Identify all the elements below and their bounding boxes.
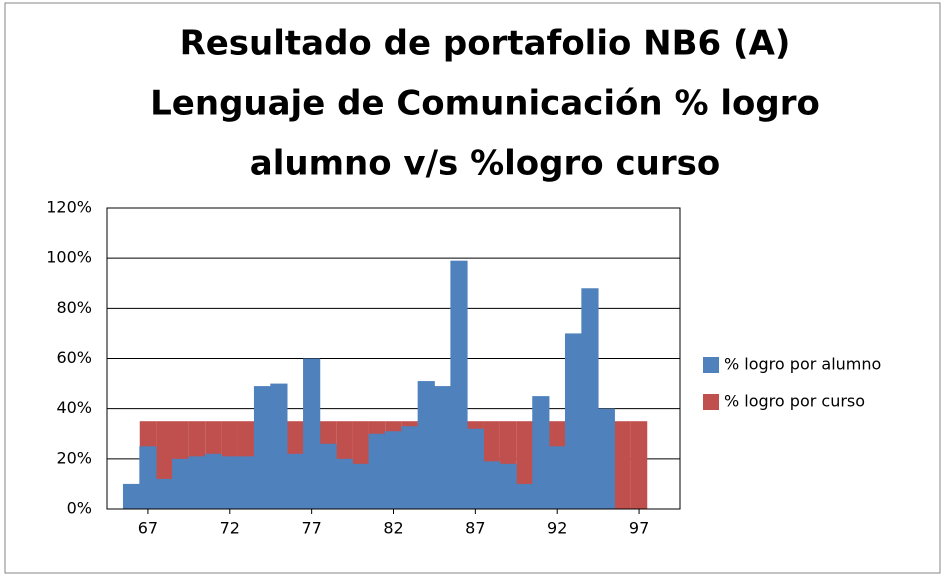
bar: [450, 260, 468, 509]
bar: [434, 386, 452, 509]
legend-swatch: [703, 357, 719, 373]
y-tick-label: 40%: [56, 398, 92, 417]
x-tick-label: 97: [629, 519, 649, 538]
bar: [466, 428, 484, 509]
axes: 0% 20% 40% 60% 80% 100% 120% 67 72 77 82 87 92 97: [46, 198, 649, 538]
x-tick-label: 92: [547, 519, 567, 538]
bars: [122, 260, 648, 509]
bar: [417, 381, 435, 509]
legend-label: % logro por alumno: [724, 355, 881, 374]
bar: [532, 396, 550, 509]
y-tick-label: 120%: [46, 198, 92, 217]
y-tick-label: 20%: [56, 448, 92, 467]
bar: [630, 421, 648, 509]
bar: [237, 456, 255, 509]
y-tick-label: 60%: [56, 348, 92, 367]
bar: [564, 333, 583, 509]
y-tick-label: 0%: [67, 499, 92, 518]
title-line: Resultado de portafolio NB6 (A): [180, 24, 791, 64]
title-line: alumno v/s %logro curso: [250, 144, 720, 184]
bar: [515, 483, 534, 509]
bar: [286, 453, 304, 509]
bar: [548, 446, 566, 509]
bar: [270, 383, 288, 509]
bar: [319, 443, 337, 509]
bar: [204, 453, 223, 509]
x-tick-label: 72: [220, 519, 240, 538]
legend-label: % logro por curso: [724, 392, 865, 411]
bar: [172, 458, 190, 509]
x-tick-label: 82: [383, 519, 403, 538]
bar: [401, 426, 419, 509]
bar: [352, 463, 370, 509]
bar: [335, 458, 353, 509]
bar: [499, 463, 517, 509]
bar: [221, 456, 239, 509]
bar: [122, 483, 141, 509]
bar: [368, 433, 386, 509]
bar: [303, 358, 321, 509]
bar: [139, 446, 157, 509]
title-line: Lenguaje de Comunicación % logro: [150, 84, 820, 124]
bar: [155, 478, 173, 509]
legend-swatch: [703, 394, 719, 410]
chart-title: Resultado de portafolio NB6 (A) Lenguaje …: [150, 24, 820, 184]
bar: [614, 421, 631, 509]
bar: [188, 456, 206, 509]
legend: % logro por alumno % logro por curso: [703, 355, 881, 411]
bar: [384, 431, 403, 509]
bar: [253, 386, 272, 509]
bar: [581, 288, 599, 509]
x-tick-label: 67: [138, 519, 158, 538]
x-tick-label: 77: [301, 519, 321, 538]
y-tick-label: 80%: [56, 298, 92, 317]
y-tick-label: 100%: [46, 248, 92, 267]
x-tick-label: 87: [465, 519, 485, 538]
bar: [483, 461, 501, 509]
bar: [597, 408, 615, 509]
